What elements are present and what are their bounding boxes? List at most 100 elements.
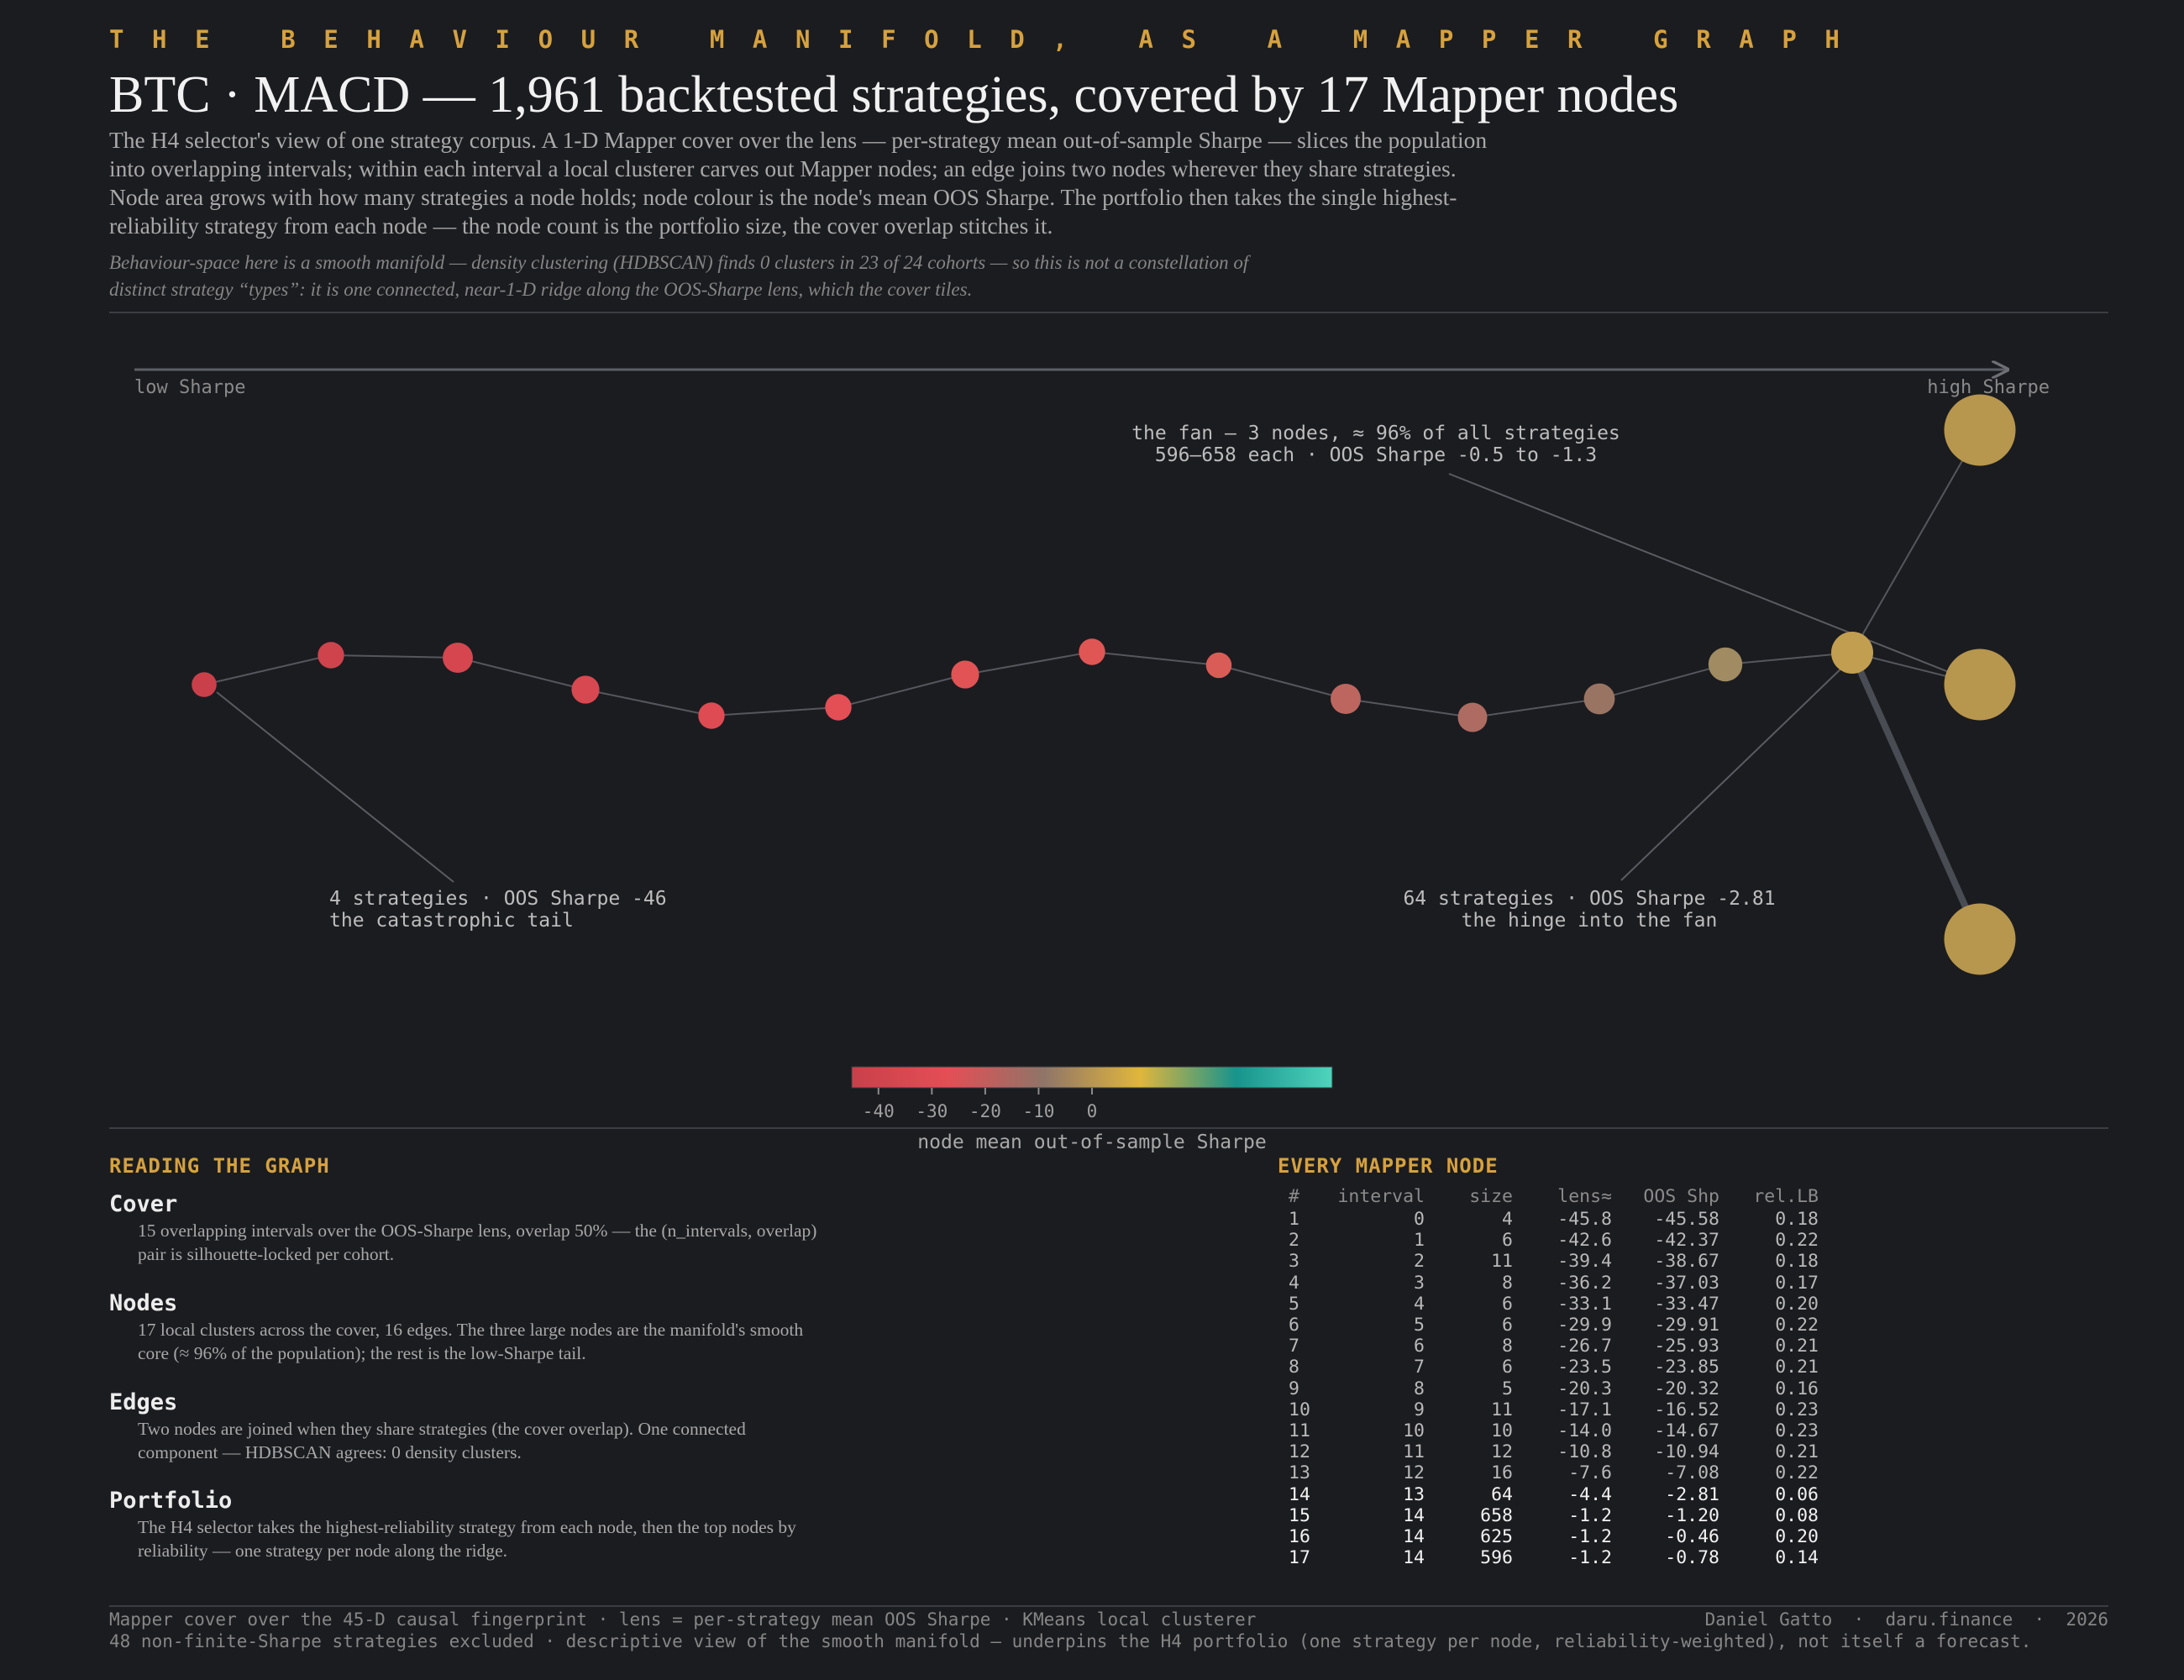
- table-cell: -38.67: [1654, 1251, 1719, 1273]
- colorbar-gradient: [851, 1066, 1333, 1089]
- table-cell: 17: [1289, 1547, 1310, 1569]
- table-row: 4 3 8 -36.2 -37.03 0.17: [1277, 1273, 1819, 1294]
- table-cell: 11: [1403, 1441, 1425, 1463]
- edge-6-7: [837, 674, 966, 708]
- graph-edges: [203, 429, 1983, 941]
- table-cell: -20.3: [1557, 1378, 1612, 1399]
- col-header: #: [1289, 1186, 1299, 1207]
- mapper-node-10: [1331, 684, 1361, 714]
- annotation-leaders: [216, 473, 1958, 883]
- edge-4-5: [585, 689, 712, 717]
- mapper-node-1: [192, 672, 217, 697]
- table-row: 12 11 12 -10.8 -10.94 0.21: [1277, 1441, 1819, 1462]
- table-cell: -7.6: [1568, 1462, 1612, 1484]
- table-cell: 0.17: [1775, 1272, 1819, 1294]
- portfolio-title: Portfolio: [109, 1488, 233, 1514]
- table-cell: 0.18: [1775, 1251, 1819, 1273]
- hinge-leader-line: [1620, 663, 1847, 881]
- axis-high-label: high Sharpe: [1927, 377, 2050, 398]
- reading-heading: READING THE GRAPH: [109, 1154, 330, 1178]
- mapper-node-3: [443, 643, 473, 673]
- table-cell: 12: [1491, 1441, 1513, 1463]
- table-cell: -23.5: [1557, 1357, 1612, 1378]
- header-divider: [109, 312, 2108, 313]
- edge-3-4: [457, 657, 586, 690]
- table-cell: -23.85: [1654, 1357, 1719, 1378]
- mapper-node-15: [1944, 648, 2016, 721]
- table-cell: 6: [1502, 1293, 1513, 1315]
- colorbar-tick-label: 0: [1087, 1101, 1098, 1121]
- table-cell: -16.52: [1654, 1399, 1719, 1420]
- table-cell: -36.2: [1557, 1272, 1612, 1294]
- edge-2-3: [330, 654, 459, 659]
- table-cell: 9: [1289, 1378, 1299, 1399]
- table-cell: 0.22: [1775, 1315, 1819, 1336]
- table-cell: -0.78: [1665, 1547, 1719, 1569]
- mapper-node-8: [1079, 638, 1105, 665]
- table-cell: 14: [1403, 1547, 1425, 1569]
- table-cell: 0.08: [1775, 1504, 1819, 1526]
- table-cell: -1.20: [1665, 1504, 1719, 1526]
- table-row: 6 5 6 -29.9 -29.91 0.22: [1277, 1315, 1819, 1336]
- table-row: 15 14 658 -1.2 -1.20 0.08: [1277, 1505, 1819, 1526]
- cover-title: Cover: [109, 1191, 178, 1217]
- col-header: OOS Shp: [1643, 1186, 1719, 1207]
- edge-12-13: [1599, 664, 1726, 700]
- table-cell: -45.58: [1654, 1209, 1719, 1230]
- footer-divider: [109, 1605, 2108, 1607]
- col-header: lens≈: [1557, 1186, 1612, 1207]
- table-cell: -2.81: [1665, 1483, 1719, 1505]
- table-cell: 10: [1491, 1420, 1513, 1442]
- table-cell: 625: [1480, 1526, 1513, 1548]
- table-row: 1 0 4 -45.8 -45.58 0.18: [1277, 1209, 1819, 1230]
- manifold-note: Behaviour-space here is a smooth manifol…: [109, 252, 1249, 300]
- table-row: 3 2 11 -39.4 -38.67 0.18: [1277, 1251, 1819, 1272]
- table-row: 9 8 5 -20.3 -20.32 0.16: [1277, 1378, 1819, 1399]
- table-cell: -1.2: [1568, 1526, 1612, 1548]
- edge-7-8: [964, 651, 1093, 675]
- kicker: THE BEHAVIOUR MANIFOLD, AS A MAPPER GRAP…: [109, 25, 1868, 54]
- hinge-annotation-line-1: 64 strategies · OOS Sharpe -2.81: [1403, 888, 1775, 910]
- table-cell: 11: [1491, 1251, 1513, 1273]
- mapper-node-16: [1944, 394, 2016, 466]
- table-cell: 15: [1289, 1504, 1310, 1526]
- edge-11-12: [1472, 698, 1600, 718]
- colorbar-tick-label: -40: [863, 1101, 895, 1121]
- table-cell: 0.16: [1775, 1378, 1819, 1399]
- table-cell: 0.20: [1775, 1293, 1819, 1315]
- mapper-node-9: [1205, 652, 1232, 679]
- table-row: 10 9 11 -17.1 -16.52 0.23: [1277, 1399, 1819, 1420]
- colorbar-tick-label: -10: [1022, 1101, 1054, 1121]
- mapper-node-17: [1944, 903, 2016, 975]
- table-cell: 4: [1414, 1293, 1425, 1315]
- table-cell: 6: [1289, 1315, 1299, 1336]
- table-cell: 14: [1289, 1483, 1310, 1505]
- table-cell: -39.4: [1557, 1251, 1612, 1273]
- table-cell: -33.1: [1557, 1293, 1612, 1315]
- mapper-node-7: [951, 660, 979, 689]
- table-row: 13 12 16 -7.6 -7.08 0.22: [1277, 1462, 1819, 1483]
- table-cell: 0.21: [1775, 1441, 1819, 1463]
- axis-low-label: low Sharpe: [134, 377, 245, 398]
- table-cell: 64: [1491, 1483, 1513, 1505]
- edge-14-16: [1851, 429, 1981, 654]
- table-cell: 0.20: [1775, 1526, 1819, 1548]
- hinge-annotation-line-2: the hinge into the fan: [1462, 910, 1718, 932]
- table-cell: 596: [1480, 1547, 1513, 1569]
- table-row: 16 14 625 -1.2 -0.46 0.20: [1277, 1526, 1819, 1547]
- colorbar-ticks: -40 -30 -20 -10 0: [863, 1088, 1098, 1121]
- table-cell: 5: [1289, 1293, 1299, 1315]
- table-cell: 2: [1289, 1230, 1299, 1252]
- table-cell: 12: [1403, 1462, 1425, 1484]
- table-cell: 14: [1403, 1504, 1425, 1526]
- table-cell: 0.23: [1775, 1420, 1819, 1442]
- fan-annotation-line-2: 596–658 each · OOS Sharpe -0.5 to -1.3: [1155, 444, 1597, 466]
- fan-leader-line: [1448, 473, 1958, 676]
- table-cell: -7.08: [1665, 1462, 1719, 1484]
- table-cell: 16: [1289, 1526, 1310, 1548]
- table-cell: -45.8: [1557, 1209, 1612, 1230]
- table-cell: -25.93: [1654, 1336, 1719, 1357]
- table-cell: 0.21: [1775, 1357, 1819, 1378]
- tail-annotation-line-1: 4 strategies · OOS Sharpe -46: [329, 888, 667, 910]
